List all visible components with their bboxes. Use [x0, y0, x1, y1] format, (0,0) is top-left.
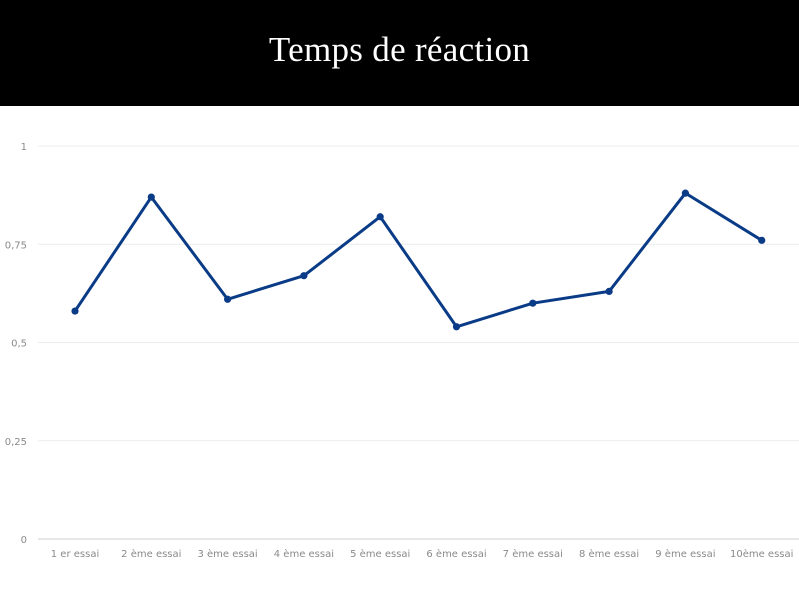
y-tick-label: 0,75: [5, 240, 27, 251]
y-tick-label: 0,25: [5, 437, 27, 448]
data-point: [224, 295, 232, 303]
data-point: [681, 189, 690, 197]
data-point: [452, 323, 461, 331]
data-point: [758, 236, 766, 244]
data-point: [147, 193, 155, 201]
y-tick-label: 0: [21, 535, 27, 546]
y-tick-label: 0,5: [11, 339, 27, 350]
series-line: [73, 191, 764, 329]
x-tick-label: 3 ème essai: [197, 548, 257, 560]
x-tick-label: 5 ème essai: [350, 548, 410, 560]
x-tick-label: 2 ème essai: [121, 548, 181, 560]
data-point: [71, 307, 79, 315]
x-tick-label: 6 ème essai: [426, 548, 486, 560]
chart-header: Temps de réaction: [0, 0, 799, 106]
data-point: [529, 299, 537, 307]
x-tick-label: 1 er essai: [51, 549, 99, 560]
line-chart: 0 0,25 0,5 0,75 1 1 er essai 2 ème essai 3 ème …: [5, 142, 799, 560]
x-tick-label: 10ème essai: [730, 548, 793, 560]
x-tick-label: 9 ème essai: [655, 548, 715, 560]
data-point: [300, 272, 308, 280]
x-tick-label: 4 ème essai: [274, 548, 334, 560]
x-tick-label: 8 ème essai: [579, 548, 639, 560]
chart-title: Temps de réaction: [268, 30, 531, 69]
data-point: [376, 213, 384, 221]
y-tick-label: 1: [21, 142, 27, 153]
data-point: [605, 287, 613, 296]
x-tick-label: 7 ème essai: [503, 548, 563, 560]
